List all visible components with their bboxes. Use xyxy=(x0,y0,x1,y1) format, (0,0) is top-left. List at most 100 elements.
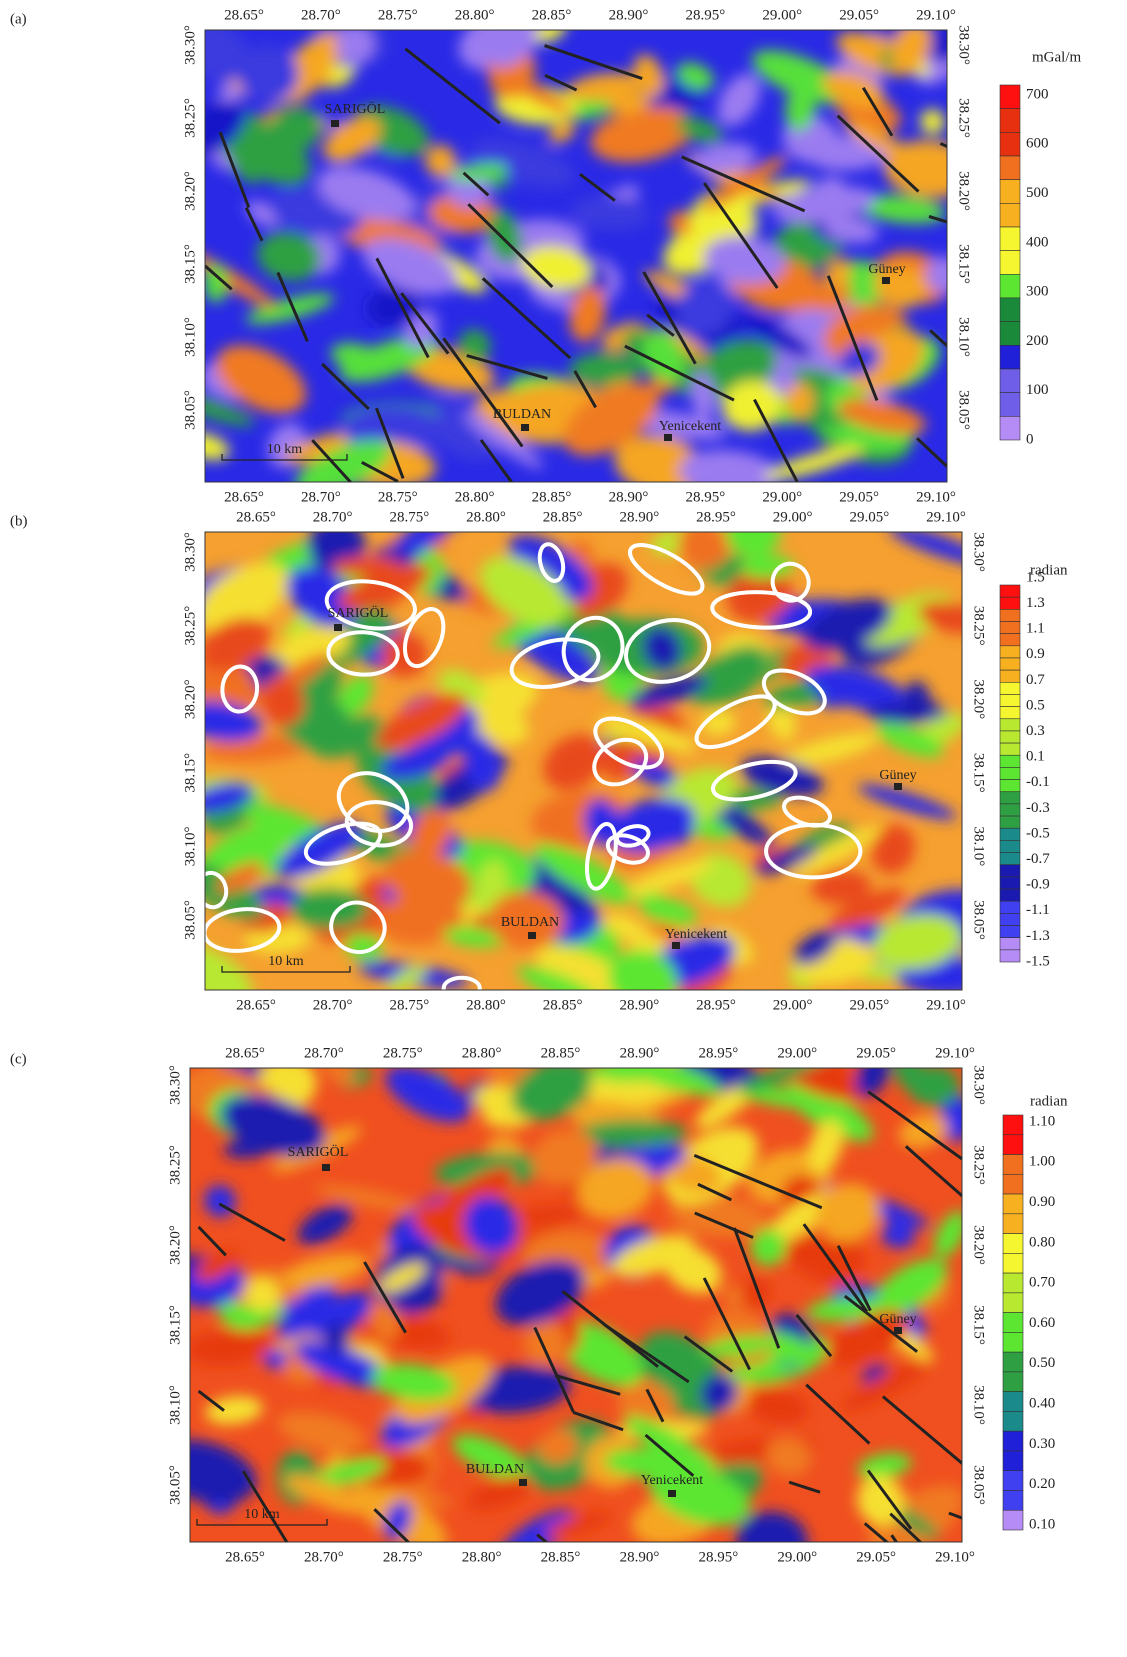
y-tick-label: 38.20° xyxy=(182,679,198,719)
colorbar-label: 0.10 xyxy=(1029,1516,1055,1532)
colorbar-label: 0.90 xyxy=(1029,1194,1055,1210)
colorbar-cell xyxy=(1003,1155,1023,1175)
x-tick-label: 29.10° xyxy=(916,7,956,23)
x-tick-label: 29.00° xyxy=(773,509,813,525)
x-tick-label: 28.90° xyxy=(619,509,659,525)
colorbar-cell xyxy=(1000,609,1020,621)
map xyxy=(156,495,1003,1027)
x-tick-label: 28.80° xyxy=(455,489,495,505)
colorbar-cell xyxy=(1000,804,1020,816)
y-tick-label: 38.30° xyxy=(956,25,972,65)
colorbar-cell xyxy=(1000,719,1020,731)
colorbar-cell xyxy=(1000,322,1020,346)
colorbar-cell xyxy=(1000,132,1020,156)
x-tick-label: 28.65° xyxy=(224,7,264,23)
colorbar-label: 1.5 xyxy=(1026,569,1045,585)
colorbar-cell xyxy=(1000,658,1020,670)
colorbar-cell xyxy=(1000,646,1020,658)
colorbar-cell xyxy=(1000,393,1020,417)
x-tick-label: 29.10° xyxy=(935,1045,975,1061)
map-blob xyxy=(908,1065,960,1106)
colorbar-cell xyxy=(1000,694,1020,706)
x-tick-label: 28.65° xyxy=(236,997,276,1013)
panel-label: (c) xyxy=(10,1051,27,1067)
x-tick-label: 28.65° xyxy=(236,509,276,525)
y-tick-label: 38.10° xyxy=(182,317,198,357)
x-tick-label: 28.85° xyxy=(532,7,572,23)
colorbar-cell xyxy=(1000,840,1020,852)
colorbar-cell xyxy=(1003,1332,1023,1352)
x-tick-label: 28.75° xyxy=(383,1045,423,1061)
x-tick-label: 28.70° xyxy=(301,489,341,505)
colorbar-cell xyxy=(1003,1253,1023,1273)
colorbar-label: -1.5 xyxy=(1026,953,1050,969)
colorbar-cell xyxy=(1000,853,1020,865)
town-marker xyxy=(664,434,672,441)
x-tick-label: 28.90° xyxy=(620,1045,660,1061)
x-tick-label: 28.95° xyxy=(685,7,725,23)
x-tick-label: 29.00° xyxy=(762,7,802,23)
colorbar-label: 300 xyxy=(1026,284,1049,300)
x-tick-label: 28.80° xyxy=(466,509,506,525)
colorbar-cell xyxy=(1003,1194,1023,1214)
scale-bar-label: 10 km xyxy=(267,442,303,457)
x-tick-label: 28.75° xyxy=(389,997,429,1013)
panel-label: (a) xyxy=(10,11,27,27)
x-tick-label: 28.85° xyxy=(543,997,583,1013)
colorbar-cell xyxy=(1000,755,1020,767)
colorbar-cell xyxy=(1000,780,1020,792)
colorbar-cell xyxy=(1003,1431,1023,1451)
colorbar-cell xyxy=(1000,901,1020,913)
colorbar-label: -1.1 xyxy=(1026,902,1050,918)
y-tick-label: 38.30° xyxy=(182,25,198,65)
y-tick-label: 38.10° xyxy=(971,1385,987,1425)
x-tick-label: 28.75° xyxy=(378,7,418,23)
colorbar-cell xyxy=(1000,634,1020,646)
x-tick-label: 28.80° xyxy=(462,1549,502,1565)
x-tick-label: 28.70° xyxy=(304,1045,344,1061)
colorbar-cell xyxy=(1000,938,1020,950)
y-tick-label: 38.05° xyxy=(167,1465,183,1505)
colorbar-cell xyxy=(1000,621,1020,633)
town-marker xyxy=(519,1479,527,1486)
y-tick-label: 38.25° xyxy=(182,98,198,138)
colorbar-cell xyxy=(1003,1115,1023,1135)
y-tick-label: 38.25° xyxy=(167,1145,183,1185)
x-tick-label: 28.80° xyxy=(462,1045,502,1061)
town-marker xyxy=(668,1490,676,1497)
y-tick-label: 38.15° xyxy=(182,753,198,793)
x-tick-label: 28.95° xyxy=(696,997,736,1013)
town-label: Güney xyxy=(868,262,905,277)
colorbar-cell xyxy=(1003,1135,1023,1155)
y-tick-label: 38.20° xyxy=(956,171,972,211)
colorbar-cell xyxy=(1003,1471,1023,1491)
x-tick-label: 29.10° xyxy=(916,489,956,505)
colorbar-cell xyxy=(1000,731,1020,743)
town-label: BULDAN xyxy=(466,1462,524,1477)
x-tick-label: 28.65° xyxy=(224,489,264,505)
colorbar-label: 0.30 xyxy=(1029,1436,1055,1452)
town-label: BULDAN xyxy=(501,915,559,930)
town-marker xyxy=(672,942,680,949)
y-tick-label: 38.05° xyxy=(182,390,198,430)
scale-bar-label: 10 km xyxy=(244,1507,280,1522)
colorbar-label: 0.20 xyxy=(1029,1476,1055,1492)
colorbar-label: -0.1 xyxy=(1026,774,1050,790)
colorbar-title: radian xyxy=(1030,1093,1068,1109)
colorbar-cell xyxy=(1003,1490,1023,1510)
colorbar-label: 700 xyxy=(1026,86,1049,102)
colorbar-cell xyxy=(1003,1372,1023,1392)
town-marker xyxy=(882,277,890,284)
colorbar-cell xyxy=(1003,1273,1023,1293)
colorbar-cell xyxy=(1003,1174,1023,1194)
colorbar-cell xyxy=(1000,156,1020,180)
colorbar-cell xyxy=(1000,85,1020,109)
colorbar-label: 1.3 xyxy=(1026,595,1045,611)
town-label: Yenicekent xyxy=(641,1473,703,1488)
x-tick-label: 28.70° xyxy=(313,509,353,525)
y-tick-label: 38.25° xyxy=(971,606,987,646)
x-tick-label: 28.85° xyxy=(543,509,583,525)
x-tick-label: 29.00° xyxy=(777,1045,817,1061)
town-label: Yenicekent xyxy=(665,927,727,942)
town-marker xyxy=(521,424,529,431)
